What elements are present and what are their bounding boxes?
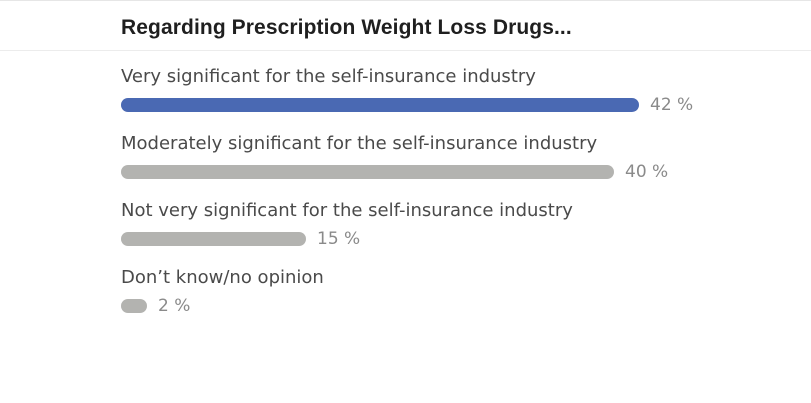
poll-option: Not very significant for the self-insura… xyxy=(121,196,741,263)
result-bar xyxy=(121,98,639,112)
percent-label: 42 % xyxy=(650,95,694,115)
poll-options: Very significant for the self-insurance … xyxy=(121,62,741,330)
bar-row: 42 % xyxy=(121,95,741,115)
poll-option: Don’t know/no opinion 2 % xyxy=(121,263,741,330)
percent-label: 15 % xyxy=(317,229,361,249)
poll-option: Very significant for the self-insurance … xyxy=(121,62,741,129)
poll-option: Moderately significant for the self-insu… xyxy=(121,129,741,196)
percent-label: 2 % xyxy=(158,296,191,316)
option-label: Don’t know/no opinion xyxy=(121,267,324,288)
top-divider xyxy=(0,0,811,1)
result-bar xyxy=(121,299,147,313)
poll-title: Regarding Prescription Weight Loss Drugs… xyxy=(121,16,572,39)
result-bar xyxy=(121,165,614,179)
option-label: Moderately significant for the self-insu… xyxy=(121,133,598,154)
bar-row: 40 % xyxy=(121,162,741,182)
result-bar xyxy=(121,232,306,246)
option-label: Not very significant for the self-insura… xyxy=(121,200,573,221)
bar-row: 15 % xyxy=(121,229,741,249)
title-bar: Regarding Prescription Weight Loss Drugs… xyxy=(0,1,811,51)
bar-row: 2 % xyxy=(121,296,741,316)
percent-label: 40 % xyxy=(625,162,669,182)
option-label: Very significant for the self-insurance … xyxy=(121,66,536,87)
